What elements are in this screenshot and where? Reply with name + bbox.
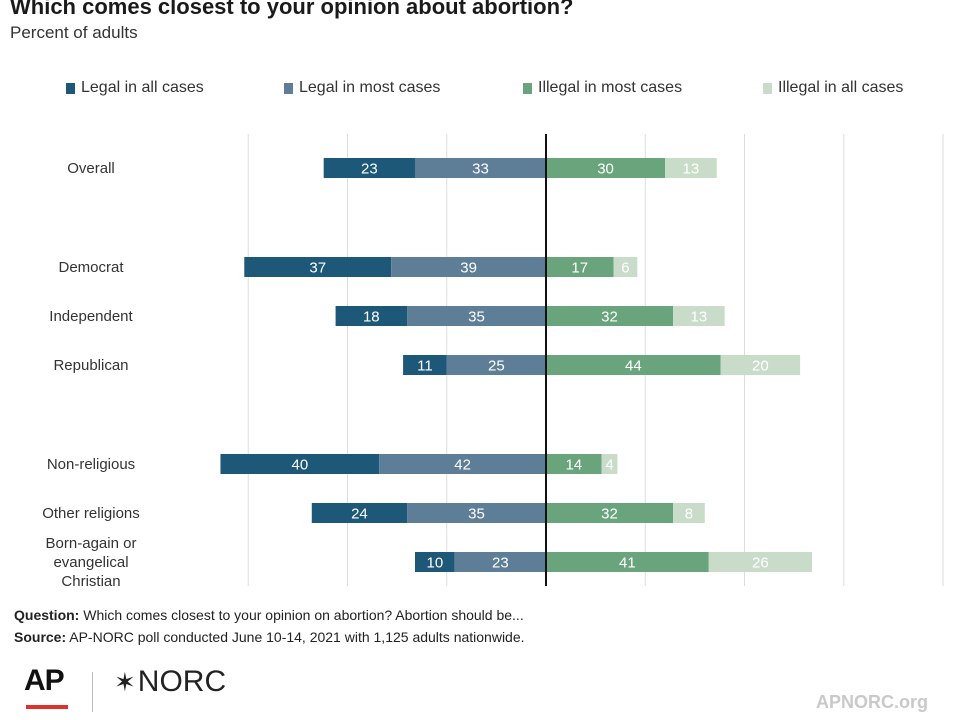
logo-divider xyxy=(92,672,93,712)
data-label-illegal-most: 32 xyxy=(601,506,618,523)
data-label-illegal-most: 17 xyxy=(571,260,588,277)
data-label-legal-most: 39 xyxy=(460,260,477,277)
bar-illegal-most xyxy=(546,306,674,326)
data-label-illegal-most: 14 xyxy=(565,457,582,474)
bar-legal-all xyxy=(323,158,415,178)
bar-illegal-most xyxy=(546,503,674,523)
category-label: Independent xyxy=(49,308,133,325)
source-label: Source: xyxy=(14,629,67,645)
legend-item-illegal-all: Illegal in all cases xyxy=(763,79,903,97)
bar-illegal-all xyxy=(665,158,717,178)
data-label-legal-most: 25 xyxy=(488,358,505,375)
bar-illegal-most xyxy=(546,552,709,572)
legend-swatch-illegal-all xyxy=(763,82,772,94)
bar-legal-all xyxy=(335,306,408,326)
ap-logo-underline xyxy=(26,705,68,709)
source-note: Source: AP-NORC poll conducted June 10-1… xyxy=(14,626,525,648)
bar-legal-most xyxy=(454,552,546,572)
bar-legal-most xyxy=(446,355,546,375)
bar-illegal-all xyxy=(720,355,801,375)
data-label-legal-most: 35 xyxy=(468,309,485,326)
bar-illegal-all xyxy=(613,257,638,277)
bar-illegal-most xyxy=(546,257,614,277)
bar-illegal-most xyxy=(546,355,721,375)
bar-illegal-all xyxy=(601,454,618,474)
data-label-illegal-most: 32 xyxy=(601,309,618,326)
category-label: Other religions xyxy=(42,505,140,522)
data-label-illegal-most: 41 xyxy=(619,555,636,572)
bar-legal-most xyxy=(407,306,546,326)
norc-logo: ✶ NORC xyxy=(114,665,226,699)
data-label-illegal-all: 4 xyxy=(605,457,613,474)
data-label-illegal-all: 20 xyxy=(752,358,769,375)
diverging-bar-chart: 23 33 30 13 Overall 37 39 17 6 Democrat 18 35 32 13 In… xyxy=(42,134,944,590)
legend-item-illegal-most: Illegal in most cases xyxy=(523,79,682,97)
data-label-legal-all: 24 xyxy=(351,506,368,523)
data-label-illegal-all: 6 xyxy=(621,260,629,277)
bar-legal-most xyxy=(407,503,546,523)
question-label: Question: xyxy=(14,607,80,623)
bar-legal-all xyxy=(244,257,392,277)
legend-label-legal-most: Legal in most cases xyxy=(299,79,441,96)
data-label-illegal-all: 8 xyxy=(685,506,693,523)
data-label-legal-all: 37 xyxy=(309,260,326,277)
data-label-legal-all: 40 xyxy=(292,457,309,474)
category-label: Overall xyxy=(67,160,115,177)
question-note: Question: Which comes closest to your op… xyxy=(14,604,525,626)
category-label: Republican xyxy=(53,357,128,374)
legend-swatch-legal-all xyxy=(66,82,75,94)
bar-illegal-most xyxy=(546,158,666,178)
source-text: AP-NORC poll conducted June 10-14, 2021 … xyxy=(66,629,525,645)
data-label-legal-most: 35 xyxy=(468,506,485,523)
legend-swatch-legal-most xyxy=(284,82,293,94)
data-label-illegal-all: 13 xyxy=(691,309,708,326)
bar-illegal-all xyxy=(708,552,812,572)
data-label-illegal-most: 30 xyxy=(597,161,614,178)
data-label-legal-most: 42 xyxy=(454,457,471,474)
legend-label-legal-all: Legal in all cases xyxy=(81,79,204,96)
ap-logo: AP xyxy=(24,664,65,697)
bar-illegal-most xyxy=(546,454,602,474)
norc-star-icon: ✶ xyxy=(114,666,136,697)
legend-item-legal-all: Legal in all cases xyxy=(66,79,204,97)
data-label-legal-all: 10 xyxy=(426,555,443,572)
chart-subtitle: Percent of adults xyxy=(10,23,138,42)
data-label-legal-most: 33 xyxy=(472,161,489,178)
bar-legal-all xyxy=(220,454,380,474)
data-label-legal-most: 23 xyxy=(492,555,509,572)
bar-legal-all xyxy=(311,503,408,523)
norc-logo-text: NORC xyxy=(137,665,227,698)
chart-title: Which comes closest to your opinion abou… xyxy=(10,0,574,19)
category-label: Democrat xyxy=(58,259,124,276)
site-url: APNORC.org xyxy=(816,692,928,712)
bar-legal-most xyxy=(391,257,546,277)
legend-label-illegal-most: Illegal in most cases xyxy=(538,79,683,96)
data-label-illegal-all: 13 xyxy=(683,161,700,178)
legend-swatch-illegal-most xyxy=(523,82,532,94)
category-label: Non-religious xyxy=(47,456,135,473)
data-label-illegal-most: 44 xyxy=(625,358,642,375)
legend-item-legal-most: Legal in most cases xyxy=(284,79,440,97)
bar-legal-most xyxy=(414,158,546,178)
data-label-illegal-all: 26 xyxy=(752,555,769,572)
bar-illegal-all xyxy=(673,503,705,523)
bar-legal-all xyxy=(403,355,447,375)
data-label-legal-all: 11 xyxy=(417,358,433,375)
bar-legal-all xyxy=(414,552,455,572)
data-label-legal-all: 18 xyxy=(363,309,380,326)
legend-label-illegal-all: Illegal in all cases xyxy=(778,79,904,96)
question-text: Which comes closest to your opinion on a… xyxy=(79,607,524,623)
data-label-legal-all: 23 xyxy=(361,161,378,178)
chart-notes: Question: Which comes closest to your op… xyxy=(14,604,525,648)
category-label: Born-again or evangelical Christian xyxy=(46,535,137,590)
bar-illegal-all xyxy=(673,306,725,326)
bar-legal-most xyxy=(379,454,546,474)
